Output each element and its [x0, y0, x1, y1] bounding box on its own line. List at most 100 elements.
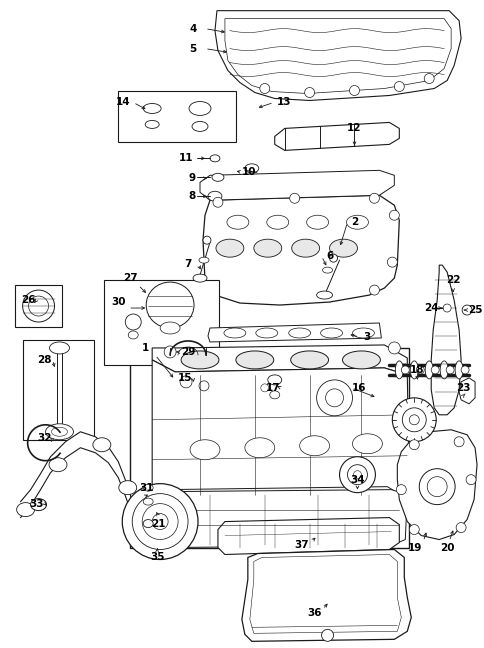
Text: 9: 9: [188, 173, 195, 183]
Circle shape: [415, 366, 424, 374]
Bar: [23, 340, 94, 440]
Ellipse shape: [244, 438, 274, 457]
Circle shape: [392, 398, 435, 442]
Ellipse shape: [346, 215, 368, 229]
Ellipse shape: [190, 440, 219, 459]
Polygon shape: [291, 368, 373, 432]
Text: 11: 11: [179, 154, 193, 163]
Ellipse shape: [128, 331, 138, 339]
Circle shape: [152, 514, 168, 529]
Text: 16: 16: [351, 383, 366, 393]
Circle shape: [122, 483, 197, 559]
Ellipse shape: [352, 434, 381, 454]
Ellipse shape: [49, 342, 69, 354]
Ellipse shape: [329, 239, 357, 257]
Ellipse shape: [255, 328, 277, 338]
Circle shape: [460, 366, 468, 374]
Polygon shape: [217, 518, 398, 555]
Text: 19: 19: [407, 542, 422, 553]
Ellipse shape: [49, 457, 67, 472]
Polygon shape: [396, 430, 476, 540]
Ellipse shape: [244, 164, 258, 173]
Circle shape: [142, 503, 178, 540]
Text: 35: 35: [150, 553, 164, 562]
Ellipse shape: [119, 481, 136, 494]
Text: 21: 21: [151, 518, 165, 529]
Polygon shape: [152, 360, 408, 520]
Circle shape: [408, 525, 418, 535]
Ellipse shape: [198, 257, 209, 263]
Circle shape: [132, 494, 188, 550]
Ellipse shape: [291, 239, 319, 257]
Circle shape: [339, 457, 375, 492]
Ellipse shape: [322, 267, 332, 273]
Circle shape: [289, 193, 299, 203]
Circle shape: [203, 236, 211, 244]
Text: 30: 30: [111, 297, 125, 307]
Ellipse shape: [224, 328, 245, 338]
Text: 33: 33: [29, 498, 44, 509]
Circle shape: [402, 408, 425, 432]
Ellipse shape: [306, 215, 328, 229]
Text: 12: 12: [347, 123, 361, 133]
Ellipse shape: [210, 155, 219, 162]
Circle shape: [304, 87, 314, 97]
Circle shape: [465, 475, 475, 485]
Polygon shape: [155, 490, 407, 548]
Text: 37: 37: [294, 540, 308, 550]
Polygon shape: [249, 555, 400, 633]
Polygon shape: [242, 550, 410, 642]
Ellipse shape: [92, 438, 110, 452]
Text: 2: 2: [350, 217, 357, 227]
Text: 36: 36: [307, 608, 321, 618]
Polygon shape: [208, 323, 380, 342]
Polygon shape: [152, 345, 407, 375]
Text: 28: 28: [37, 355, 52, 365]
Bar: [104, 280, 218, 365]
Ellipse shape: [160, 322, 180, 334]
Text: 20: 20: [439, 542, 454, 553]
Ellipse shape: [288, 328, 310, 338]
Polygon shape: [458, 378, 474, 404]
Bar: [118, 91, 235, 143]
Circle shape: [387, 257, 396, 267]
Ellipse shape: [215, 239, 243, 257]
Bar: [130, 348, 408, 548]
Circle shape: [400, 366, 408, 374]
Text: 23: 23: [455, 383, 469, 393]
Ellipse shape: [30, 498, 46, 511]
Text: 27: 27: [122, 273, 137, 283]
Circle shape: [349, 86, 359, 95]
Ellipse shape: [439, 361, 447, 379]
Text: 4: 4: [189, 23, 197, 34]
Text: 14: 14: [116, 97, 130, 108]
Circle shape: [393, 82, 404, 91]
Text: 29: 29: [181, 347, 195, 357]
Ellipse shape: [267, 375, 281, 385]
Ellipse shape: [424, 361, 432, 379]
Ellipse shape: [352, 328, 374, 338]
Circle shape: [321, 629, 333, 642]
Ellipse shape: [454, 361, 462, 379]
Polygon shape: [203, 195, 398, 305]
Ellipse shape: [342, 351, 379, 369]
Text: 1: 1: [141, 343, 149, 353]
Text: 25: 25: [467, 305, 481, 315]
Ellipse shape: [316, 291, 332, 299]
Circle shape: [369, 285, 378, 295]
Circle shape: [424, 73, 433, 84]
Circle shape: [408, 415, 418, 425]
Polygon shape: [199, 170, 393, 200]
Circle shape: [445, 366, 453, 374]
Ellipse shape: [299, 435, 329, 456]
Ellipse shape: [192, 121, 208, 132]
Ellipse shape: [180, 376, 192, 388]
Circle shape: [212, 197, 223, 207]
Ellipse shape: [269, 391, 279, 399]
Circle shape: [347, 465, 367, 485]
Circle shape: [395, 485, 406, 494]
Polygon shape: [152, 487, 405, 522]
Text: 3: 3: [363, 332, 370, 342]
Text: 13: 13: [276, 97, 290, 108]
Text: 24: 24: [423, 303, 438, 313]
